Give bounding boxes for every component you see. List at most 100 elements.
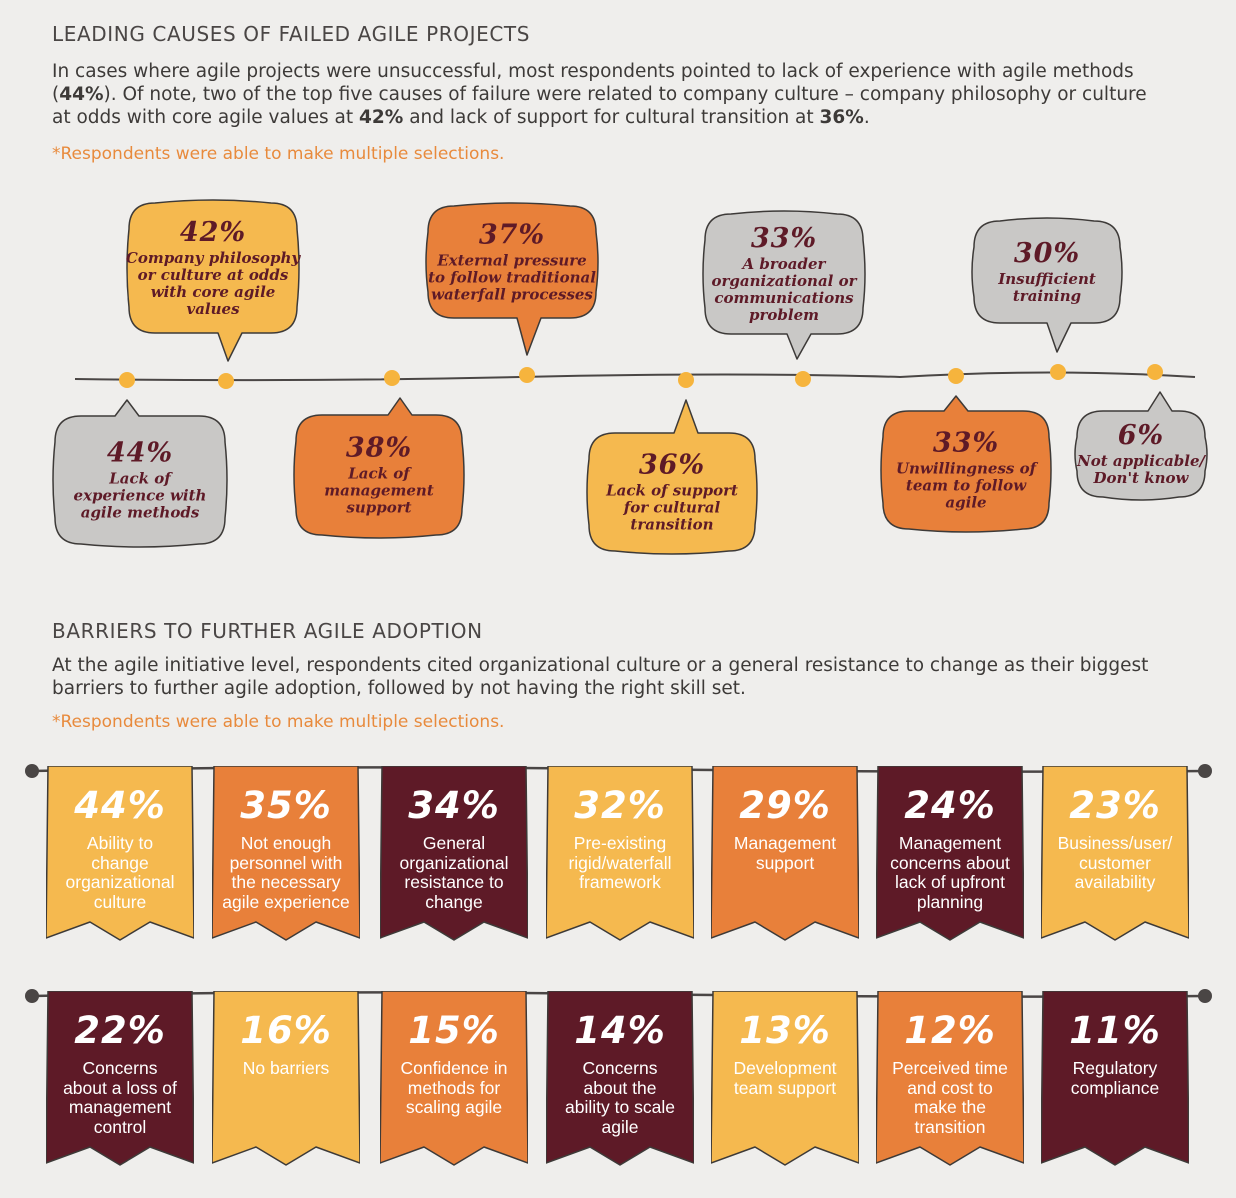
pennant-percent: 16% [240,1009,332,1052]
bubble-label: management [324,482,434,500]
barrier-pennant: 34% General organizational resistance to cha… [380,766,528,946]
section1-body-text: ). Of note, two of the top five causes o… [52,84,1147,128]
bubble-shape [425,202,599,356]
barrier-pennant: 44% Ability to change organizational culture [46,766,194,946]
bubble-label: or culture at odds [138,266,289,284]
bubble-label: organizational or [711,272,857,290]
bubble-label: agile methods [81,504,200,522]
pennant-label-line: transition [914,1116,986,1137]
pennant-label: Development team support [711,1058,859,1098]
section2-title: BARRIERS TO FURTHER AGILE ADOPTION [52,619,483,643]
section1-body-highlight: 42% [359,107,404,128]
pennant-percent: 14% [574,1009,666,1052]
timeline-dot [218,373,234,389]
pennant-label: Concerns about a loss of management control [46,1058,194,1137]
bubble-label: Unwillingness of [896,460,1039,478]
bubble-shape [1074,391,1208,501]
section1-body-highlight: 44% [59,84,104,105]
barrier-pennant: 11% Regulatory compliance [1041,991,1189,1171]
pennant-label-line: Management [733,833,837,853]
pennant-shape [380,766,528,941]
barrier-pennant: 24% Management concerns about lack of upfro… [876,766,1024,946]
pennant-label-line: change [425,891,483,912]
pennant-label-line: Confidence in [400,1058,508,1078]
barrier-pennant: 23% Business/user/customer availability [1041,766,1189,946]
timeline-dot [519,367,535,383]
bubble-label: values [186,300,240,318]
pennant-shape [1041,766,1189,941]
pennant-label-line: ability to scale [565,1097,675,1117]
bubble-percent: 33% [751,223,817,254]
bubble-shape [880,395,1052,533]
pennant-shape [380,991,528,1166]
pennant-label-line: Development [733,1058,837,1078]
barrier-pennant: 12% Perceived time and cost to make the tran… [876,991,1024,1171]
pennant-label-line: about a loss of [63,1077,177,1098]
section1-body-text: In cases where agile projects were unsuc… [52,61,1134,105]
barriers-banner-row-2: 22% Concerns about a loss of management cont… [0,985,1236,1185]
timeline-dot [1147,364,1163,380]
bubble-percent: 33% [933,428,999,459]
bubble-label: with core agile [151,283,276,301]
bubble-label: support [346,499,411,517]
bubble-percent: 38% [346,433,412,464]
pennant-shape [212,991,360,1166]
pennant-percent: 11% [1069,1009,1161,1052]
bubble-shape [52,399,228,548]
pennant-label-line: Regulatory [1072,1058,1158,1078]
bubble-label: communications [714,289,854,307]
timeline-dot [678,372,694,388]
bubble-label: for cultural [623,499,721,517]
pennant-label-line: agile [601,1116,639,1137]
bubble-label: Lack of [108,470,173,488]
pennant-shape [876,766,1024,941]
pennant-label-line: and cost to [907,1077,993,1098]
rope-knot [25,989,39,1003]
pennant-label-line: customer [1079,852,1151,873]
bubble-label: team to follow [906,477,1027,495]
pennant-label-line: Concerns [582,1058,658,1078]
pennant-label-line: framework [579,872,661,892]
pennant-label: Ability to change organizational culture [46,833,194,912]
rope-knot [25,764,39,778]
pennant-percent: 22% [74,1009,166,1052]
pennant-label-line: change [91,852,149,873]
pennant-shape [876,991,1024,1166]
pennant-percent: 29% [739,784,831,827]
pennant-label-line: General [422,833,486,853]
bubble-label: Insufficient [997,270,1096,288]
pennant-percent: 44% [74,784,166,827]
pennant-label-line: Perceived time [892,1058,1008,1078]
bubble-label: Don't know [1093,469,1190,487]
bubble-label: training [1013,287,1081,305]
bubble-percent: 37% [479,220,545,251]
barrier-pennant: 32% Pre-existing rigid/waterfall framework [546,766,694,946]
section2-note: *Respondents were able to make multiple … [52,712,505,732]
pennant-label-line: organizational [399,852,509,873]
pennant-percent: 23% [1069,784,1161,827]
pennant-label: Business/user/customer availability [1041,833,1189,893]
pennant-label-line: culture [93,891,147,912]
pennant-label-line: organizational [65,872,175,892]
bubble-shape [293,397,465,539]
pennant-percent: 24% [904,784,996,827]
pennant-label: Regulatory compliance [1041,1058,1189,1098]
timeline-dot [1050,364,1066,380]
barrier-pennant: 13% Development team support [711,991,859,1171]
section1-body-highlight: 36% [819,107,864,128]
barriers-banner-row-1: 44% Ability to change organizational culture… [0,760,1236,960]
pennant-label: Not enough personnel with the necessary agi… [212,833,360,912]
pennant-label-line: No barriers [242,1058,330,1078]
timeline-dot [948,368,964,384]
pennant-label-line: Management [898,833,1002,853]
pennant-label: Perceived time and cost to make the transit… [876,1058,1024,1137]
pennant-label-line: rigid/waterfall [568,852,672,873]
bubble-percent: 30% [1014,238,1080,269]
bubble-label: experience with [74,487,207,505]
